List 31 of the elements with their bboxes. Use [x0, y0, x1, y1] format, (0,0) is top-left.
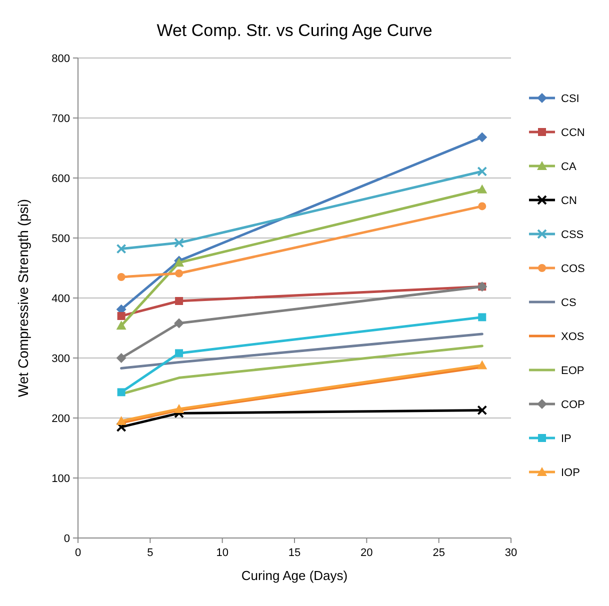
x-tick-label: 0	[74, 547, 82, 559]
y-tick-label: 500	[52, 232, 70, 245]
legend-label: XOS	[561, 330, 584, 343]
legend-label: COS	[561, 262, 585, 275]
y-tick-label: 400	[52, 292, 70, 305]
legend-label: COP	[561, 398, 585, 411]
y-tick-label: 300	[52, 352, 70, 365]
x-tick-label: 10	[216, 547, 228, 559]
y-tick-label: 200	[52, 412, 70, 425]
legend-label: CSI	[561, 92, 580, 105]
y-tick-label: 100	[52, 472, 70, 485]
x-axis-title: Curing Age (Days)	[241, 568, 348, 583]
legend-label: CS	[561, 296, 576, 309]
y-axis-title: Wet Compressive Strength (psi)	[15, 198, 31, 398]
legend-label: CA	[561, 160, 577, 173]
legend-label: CSS	[561, 228, 584, 241]
legend-label: IP	[561, 432, 572, 445]
legend-label: EOP	[561, 364, 584, 377]
legend-label: IOP	[561, 466, 580, 479]
y-tick-label: 0	[64, 532, 70, 545]
y-tick-label: 800	[52, 52, 70, 65]
x-tick-label: 25	[432, 547, 445, 559]
x-tick-label: 30	[504, 547, 518, 559]
x-tick-label: 5	[147, 547, 154, 559]
y-tick-label: 600	[52, 172, 70, 185]
x-tick-label: 20	[360, 547, 373, 559]
y-tick-label: 700	[52, 112, 70, 125]
chart-title: Wet Comp. Str. vs Curing Age Curve	[156, 21, 432, 40]
legend-label: CCN	[561, 126, 585, 139]
legend-label: CN	[561, 194, 577, 207]
x-tick-label: 15	[288, 547, 301, 559]
